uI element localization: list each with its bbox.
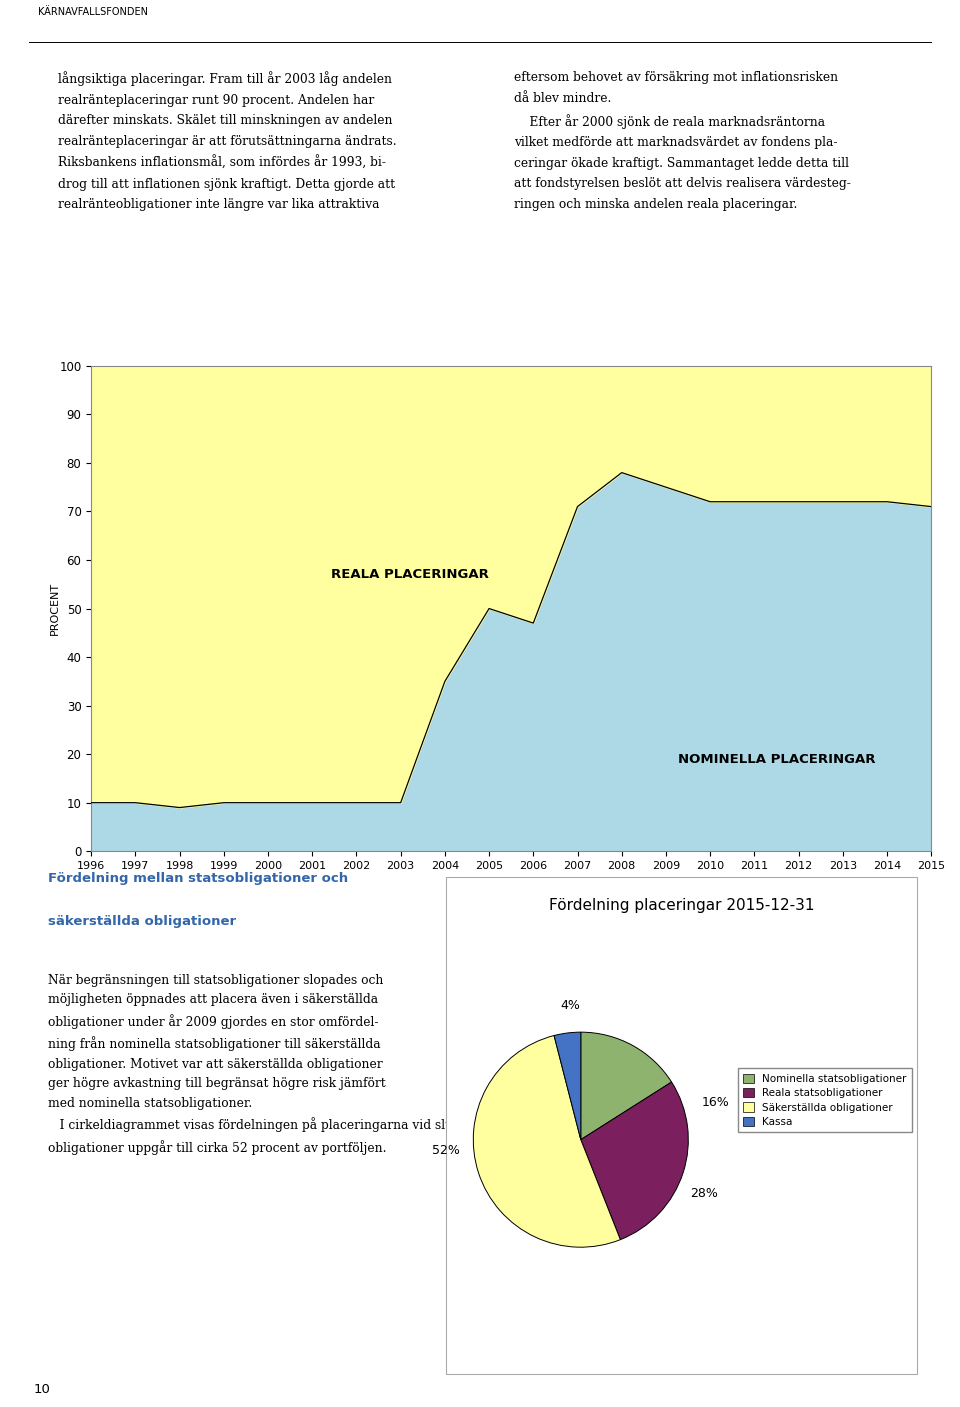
Text: 16%: 16% (702, 1096, 729, 1109)
Text: eftersom behovet av försäkring mot inflationsrisken
då blev mindre.
    Efter år: eftersom behovet av försäkring mot infla… (514, 72, 851, 211)
Text: Fördelning placeringar 2015-12-31: Fördelning placeringar 2015-12-31 (549, 898, 814, 913)
Text: När begränsningen till statsobligationer slopades och
möjligheten öppnades att p: När begränsningen till statsobligationer… (48, 974, 735, 1155)
Text: 28%: 28% (690, 1188, 718, 1200)
Text: KÄRNAVFALLSFONDEN: KÄRNAVFALLSFONDEN (38, 7, 149, 17)
Y-axis label: PROCENT: PROCENT (50, 582, 60, 635)
Text: 4%: 4% (560, 999, 580, 1012)
Text: 10: 10 (34, 1383, 51, 1396)
Text: långsiktiga placeringar. Fram till år 2003 låg andelen
realränteplaceringar runt: långsiktiga placeringar. Fram till år 20… (58, 72, 396, 211)
Text: säkerställda obligationer: säkerställda obligationer (48, 916, 236, 929)
Legend: Nominella statsobligationer, Reala statsobligationer, Säkerställda obligationer,: Nominella statsobligationer, Reala stats… (738, 1068, 912, 1133)
Text: Fördelning mellan statsobligationer och: Fördelning mellan statsobligationer och (48, 872, 348, 885)
FancyBboxPatch shape (446, 878, 917, 1373)
Wedge shape (581, 1082, 688, 1240)
Wedge shape (473, 1036, 620, 1247)
Text: 52%: 52% (432, 1144, 461, 1157)
Text: NOMINELLA PLACERINGAR: NOMINELLA PLACERINGAR (678, 753, 876, 765)
Text: REALA PLACERINGAR: REALA PLACERINGAR (330, 568, 489, 581)
Wedge shape (581, 1033, 672, 1140)
Wedge shape (554, 1033, 581, 1140)
